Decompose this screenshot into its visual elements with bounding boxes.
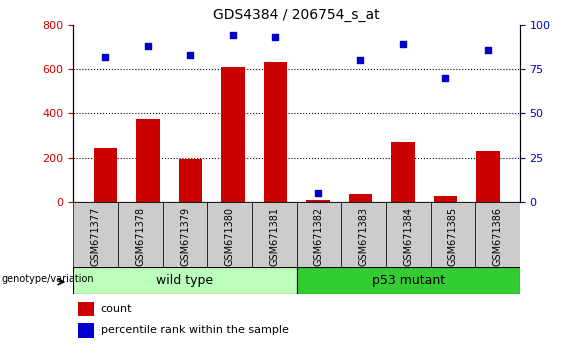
- Bar: [179, 159, 202, 202]
- Bar: [264, 62, 287, 202]
- Point: [483, 47, 492, 52]
- Point: [271, 34, 280, 40]
- Text: genotype/variation: genotype/variation: [2, 274, 94, 284]
- Bar: [252, 202, 297, 267]
- Bar: [306, 200, 329, 202]
- Bar: [73, 202, 118, 267]
- Bar: [391, 142, 415, 202]
- Text: GSM671383: GSM671383: [359, 207, 368, 266]
- Bar: [163, 202, 207, 267]
- Bar: [118, 202, 163, 267]
- Text: GSM671380: GSM671380: [225, 207, 234, 266]
- Text: GSM671378: GSM671378: [136, 207, 145, 266]
- Text: count: count: [101, 304, 132, 314]
- Bar: [341, 202, 386, 267]
- Text: GSM671381: GSM671381: [270, 207, 279, 266]
- Point: [228, 33, 237, 38]
- Bar: [297, 202, 341, 267]
- Point: [398, 41, 407, 47]
- Bar: [476, 151, 499, 202]
- Bar: [136, 119, 159, 202]
- Bar: [434, 196, 457, 202]
- Bar: [207, 202, 252, 267]
- Point: [144, 43, 153, 49]
- Text: wild type: wild type: [157, 274, 214, 287]
- Point: [186, 52, 195, 58]
- Bar: [475, 202, 520, 267]
- Bar: [78, 323, 94, 338]
- Text: GSM671382: GSM671382: [314, 207, 324, 266]
- Title: GDS4384 / 206754_s_at: GDS4384 / 206754_s_at: [214, 8, 380, 22]
- Bar: [94, 148, 117, 202]
- Text: GSM671386: GSM671386: [493, 207, 502, 266]
- Bar: [73, 267, 297, 294]
- Bar: [297, 267, 520, 294]
- Bar: [431, 202, 475, 267]
- Bar: [386, 202, 431, 267]
- Point: [441, 75, 450, 81]
- Text: p53 mutant: p53 mutant: [372, 274, 445, 287]
- Text: percentile rank within the sample: percentile rank within the sample: [101, 325, 289, 336]
- Bar: [221, 67, 245, 202]
- Text: GSM671384: GSM671384: [403, 207, 413, 266]
- Text: GSM671379: GSM671379: [180, 207, 190, 266]
- Point: [101, 54, 110, 59]
- Point: [314, 190, 323, 196]
- Point: [356, 57, 365, 63]
- Bar: [349, 194, 372, 202]
- Text: GSM671385: GSM671385: [448, 207, 458, 266]
- Text: GSM671377: GSM671377: [91, 207, 101, 266]
- Bar: [78, 302, 94, 316]
